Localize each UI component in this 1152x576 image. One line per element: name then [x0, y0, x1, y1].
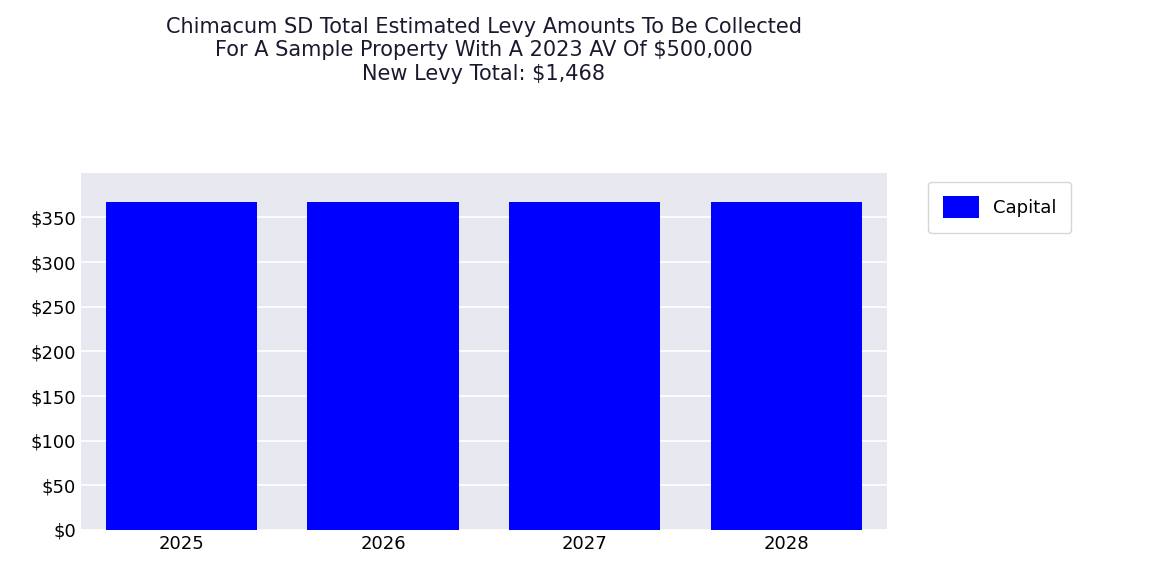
Bar	[308, 202, 458, 530]
Bar	[106, 202, 257, 530]
Bar	[509, 202, 660, 530]
Text: Chimacum SD Total Estimated Levy Amounts To Be Collected
For A Sample Property W: Chimacum SD Total Estimated Levy Amounts…	[166, 17, 802, 84]
Legend: Capital: Capital	[929, 182, 1071, 233]
Bar	[711, 202, 862, 530]
